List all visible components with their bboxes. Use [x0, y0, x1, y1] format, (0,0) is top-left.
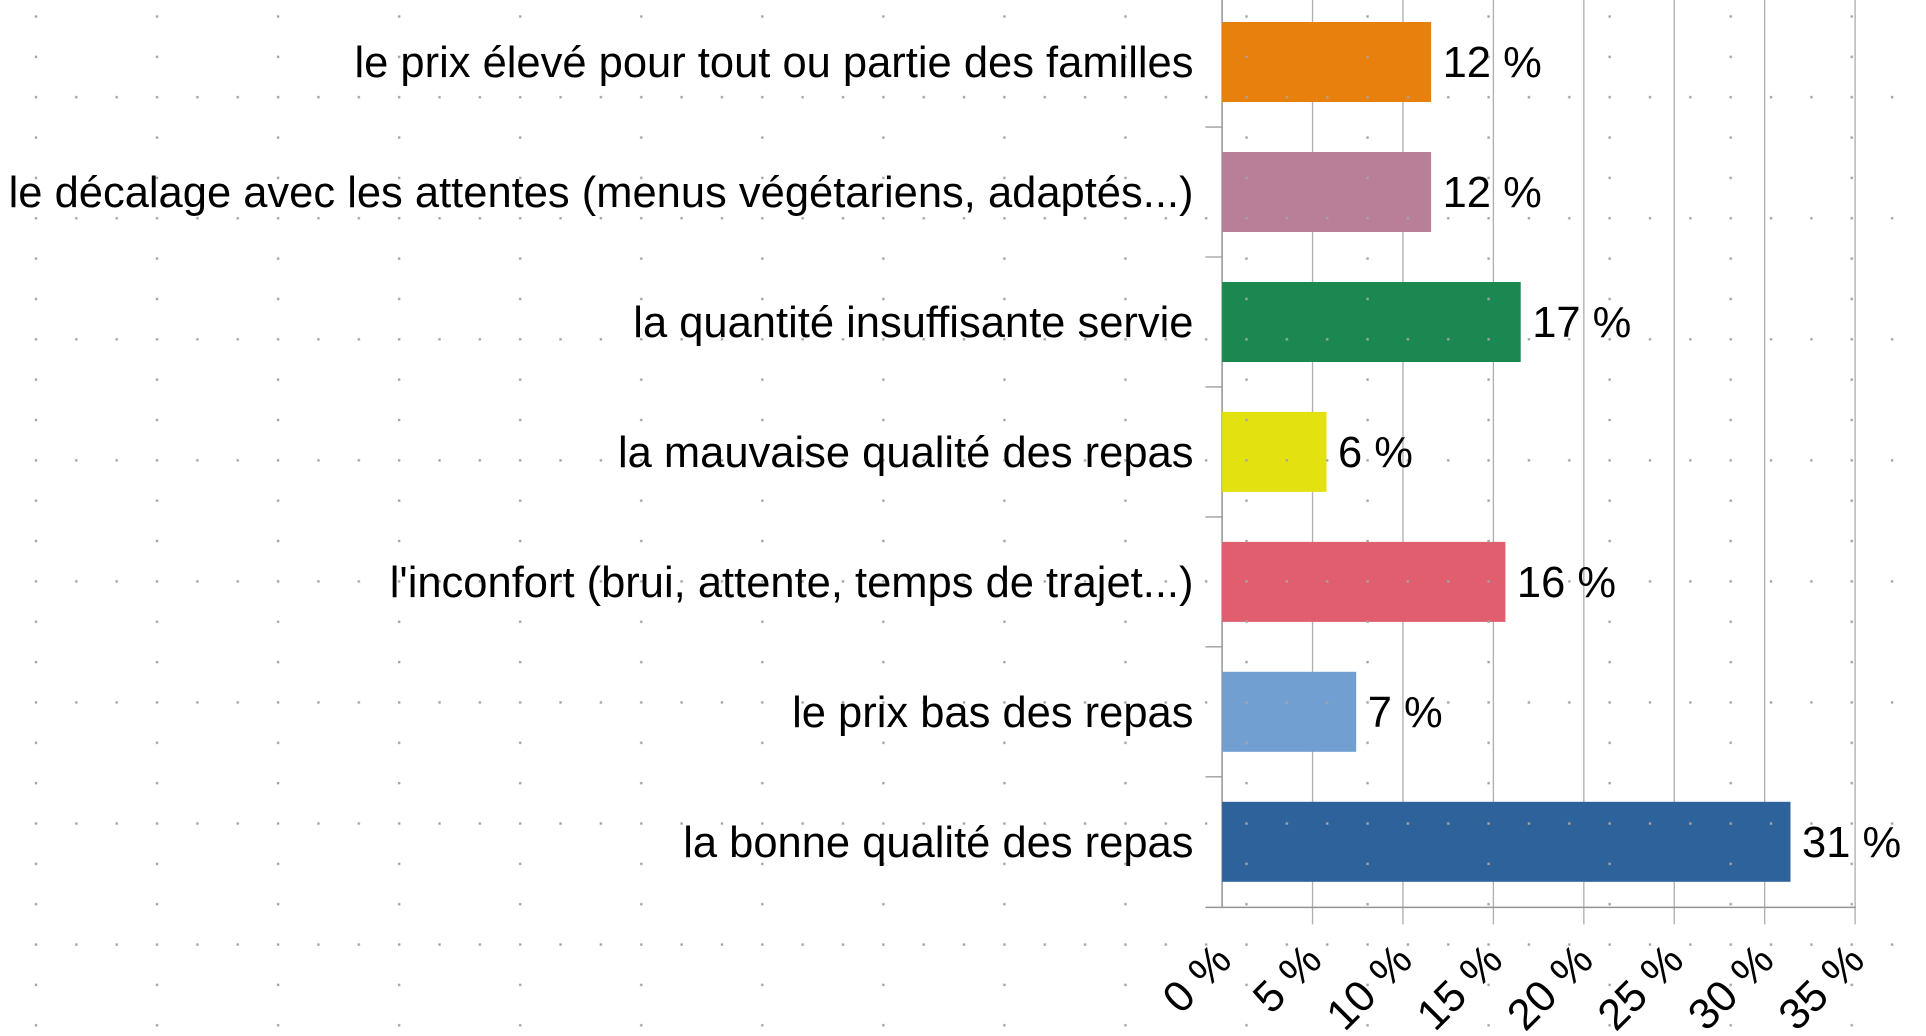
- svg-text:31 %: 31 %: [1802, 819, 1901, 867]
- svg-text:le prix bas des repas: le prix bas des repas: [792, 689, 1193, 737]
- svg-text:l'inconfort (brui, attente, te: l'inconfort (brui, attente, temps de tra…: [390, 559, 1194, 607]
- svg-text:le décalage avec les attentes: le décalage avec les attentes (menus vég…: [9, 169, 1194, 217]
- svg-text:12 %: 12 %: [1443, 39, 1542, 87]
- svg-text:le prix élevé pour tout ou par: le prix élevé pour tout ou partie des fa…: [354, 39, 1193, 87]
- svg-text:6 %: 6 %: [1338, 429, 1413, 477]
- svg-text:16 %: 16 %: [1517, 559, 1616, 607]
- svg-text:la bonne qualité des repas: la bonne qualité des repas: [683, 819, 1193, 867]
- svg-text:la quantité insuffisante servi: la quantité insuffisante servie: [633, 299, 1193, 347]
- svg-text:7 %: 7 %: [1368, 689, 1443, 737]
- svg-text:17 %: 17 %: [1532, 299, 1631, 347]
- svg-text:la mauvaise qualité des repas: la mauvaise qualité des repas: [618, 429, 1194, 477]
- svg-text:12 %: 12 %: [1443, 169, 1542, 217]
